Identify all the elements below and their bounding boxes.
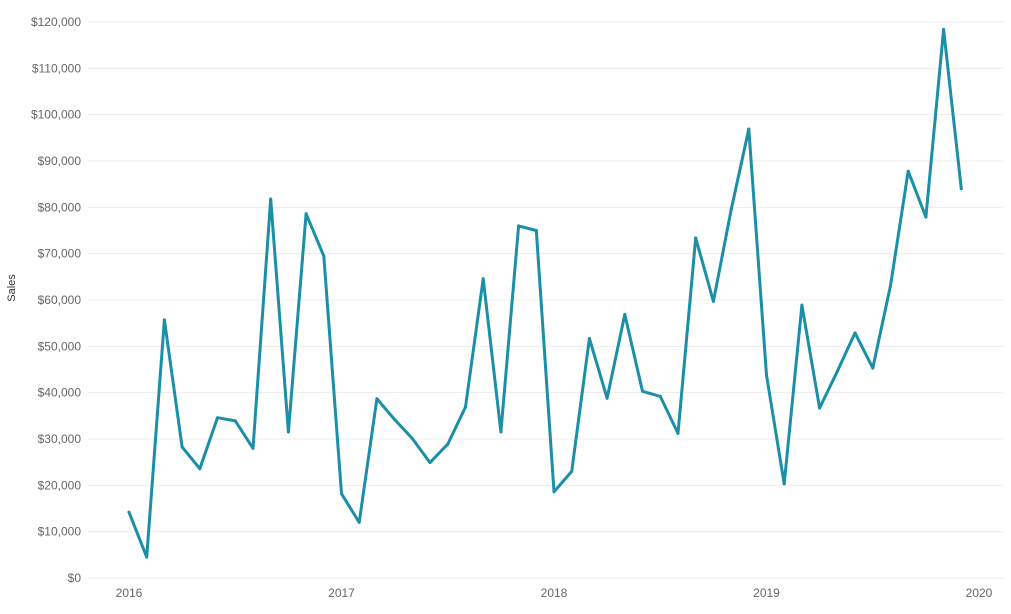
data-point xyxy=(924,215,928,219)
y-axis-title: Sales xyxy=(6,274,18,302)
data-point xyxy=(464,405,467,409)
y-axis-ticks: $0 $10,000 $20,000 $30,000 $40,000 $50,000 $60… xyxy=(31,15,81,585)
y-tick-label: $110,000 xyxy=(32,61,81,75)
data-point xyxy=(322,254,326,258)
data-point xyxy=(658,394,662,398)
data-point xyxy=(286,430,290,434)
data-point xyxy=(623,312,627,316)
data-point xyxy=(942,27,946,31)
data-point xyxy=(145,555,149,559)
y-tick-label: $20,000 xyxy=(38,478,82,492)
x-axis-ticks: 2016 2017 2018 2019 2020 xyxy=(116,586,993,600)
data-point xyxy=(818,406,822,410)
data-point xyxy=(410,437,414,440)
data-point xyxy=(269,197,273,201)
y-tick-label: $90,000 xyxy=(38,154,82,168)
data-point xyxy=(711,299,715,303)
data-point xyxy=(162,318,166,322)
data-point xyxy=(800,303,804,307)
y-tick-label: $80,000 xyxy=(38,200,82,214)
data-point xyxy=(198,467,202,471)
data-point xyxy=(782,482,786,486)
data-point xyxy=(428,461,432,465)
gridlines xyxy=(88,21,1003,579)
data-point xyxy=(517,224,521,228)
y-tick-label: $30,000 xyxy=(38,432,82,446)
data-point xyxy=(393,418,397,421)
x-tick-label: 2018 xyxy=(541,586,568,600)
x-tick-label: 2016 xyxy=(116,586,143,600)
y-tick-label: $70,000 xyxy=(38,247,82,261)
data-point xyxy=(605,396,609,400)
data-point xyxy=(552,490,556,494)
data-point xyxy=(889,284,892,288)
data-point xyxy=(233,419,237,423)
data-point xyxy=(676,431,680,435)
data-point xyxy=(127,510,131,514)
data-point xyxy=(587,337,591,340)
data-point xyxy=(481,277,485,281)
data-point xyxy=(216,416,219,420)
data-point xyxy=(959,187,963,191)
x-tick-label: 2019 xyxy=(753,586,780,600)
y-tick-label: $50,000 xyxy=(38,339,82,353)
data-point xyxy=(694,236,698,240)
data-point xyxy=(747,127,751,131)
y-tick-label: $120,000 xyxy=(31,15,81,29)
data-point xyxy=(304,212,308,216)
data-point xyxy=(729,208,733,212)
data-point xyxy=(357,520,361,524)
x-tick-label: 2017 xyxy=(328,586,355,600)
x-tick-label: 2020 xyxy=(966,586,993,600)
y-tick-label: $10,000 xyxy=(38,525,82,539)
data-point xyxy=(641,389,644,393)
data-point xyxy=(570,469,574,473)
data-point xyxy=(871,366,875,370)
data-point xyxy=(375,397,379,401)
data-point xyxy=(906,169,910,173)
y-tick-label: $100,000 xyxy=(31,108,81,122)
y-tick-label: $60,000 xyxy=(38,293,82,307)
y-tick-label: $0 xyxy=(68,571,82,585)
data-point xyxy=(499,430,503,434)
data-point xyxy=(835,369,839,373)
y-tick-label: $40,000 xyxy=(38,386,82,400)
data-point xyxy=(853,331,857,335)
data-point xyxy=(446,442,450,446)
data-point xyxy=(251,446,255,450)
data-point xyxy=(180,445,184,449)
data-point xyxy=(765,373,768,377)
series-layer xyxy=(127,27,963,559)
data-point xyxy=(534,229,538,232)
sales-series-line xyxy=(127,27,963,559)
data-point xyxy=(340,492,343,496)
